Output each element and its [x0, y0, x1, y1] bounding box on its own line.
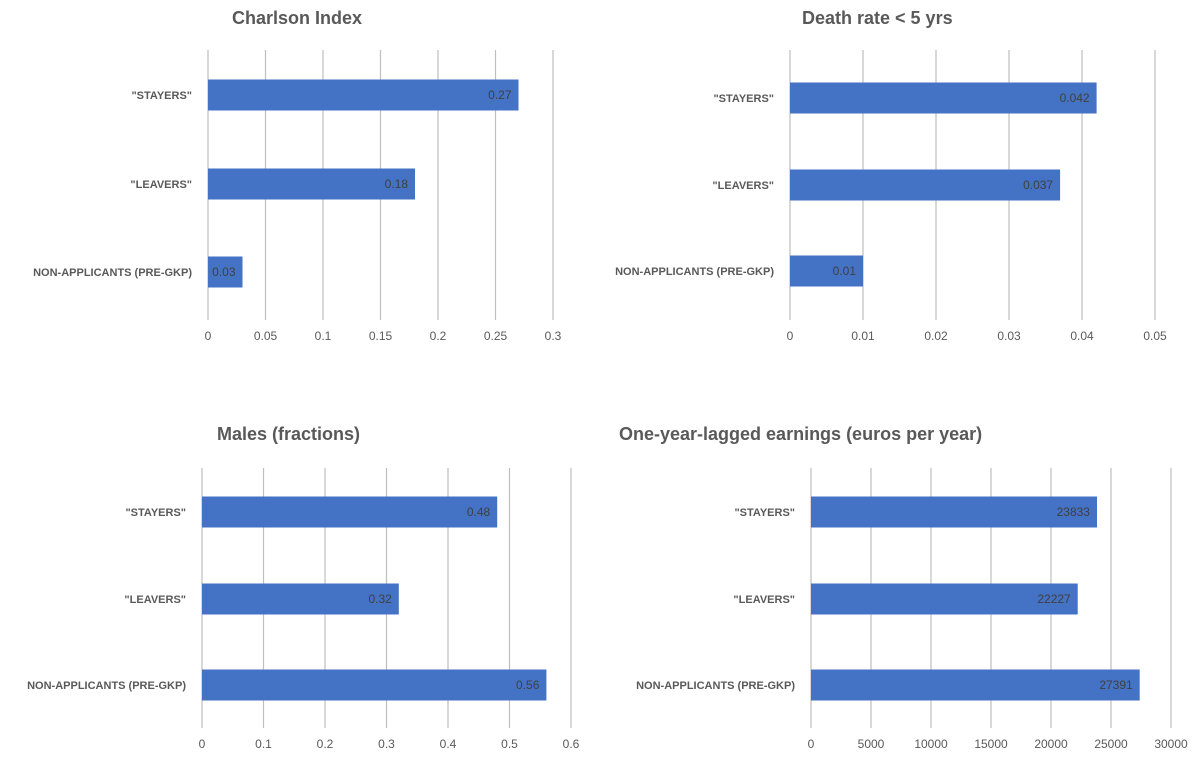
x-tick-label: 0.04	[1070, 329, 1094, 343]
chart-panel-death-rate: Death rate < 5 yrs 0 0.01 0.02 0.03 0.04 0.05…	[595, 0, 1195, 380]
bar	[811, 669, 1140, 701]
data-label: 27391	[1099, 678, 1133, 692]
x-tick-label: 15000	[974, 737, 1008, 751]
x-tick-label: 0.4	[440, 737, 457, 751]
x-tick-label: 0.1	[315, 329, 332, 343]
chart-panel-males: Males (fractions) 0 0.1 0.2 0.3 0.4 0.5 0.6 0.4…	[0, 380, 600, 760]
bar	[202, 496, 498, 528]
category-label: NON-APPLICANTS (PRE-GKP)	[27, 680, 186, 692]
bar	[208, 79, 519, 111]
x-tick-label: 10000	[914, 737, 948, 751]
x-tick-label: 0.2	[430, 329, 447, 343]
chart-panel-earnings: One-year-lagged earnings (euros per year…	[595, 380, 1195, 760]
category-label: NON-APPLICANTS (PRE-GKP)	[636, 680, 795, 692]
chart-panel-charlson: Charlson Index 0 0.05 0.1 0.15 0.2 0.25 0.3 0.2…	[0, 0, 600, 380]
x-tick-label: 0	[199, 737, 206, 751]
x-tick-label: 0.25	[484, 329, 508, 343]
bar	[790, 255, 863, 287]
data-label: 0.037	[1023, 178, 1053, 192]
x-tick-label: 0	[787, 329, 794, 343]
bar	[202, 583, 399, 615]
bar	[208, 256, 243, 288]
category-label: "STAYERS"	[125, 507, 186, 519]
x-tick-label: 0.15	[369, 329, 393, 343]
chart-plot: 0 0.05 0.1 0.15 0.2 0.25 0.3 0.27 "STAYERS" 0.18 "…	[33, 50, 562, 343]
category-label: "LEAVERS"	[124, 594, 186, 606]
x-tick-label: 0.05	[254, 329, 278, 343]
category-label: "STAYERS"	[734, 507, 795, 519]
data-label: 0.18	[385, 177, 409, 191]
data-label: 0.48	[467, 505, 491, 519]
x-tick-label: 0.5	[501, 737, 518, 751]
x-tick-label: 25000	[1094, 737, 1128, 751]
x-tick-label: 20000	[1034, 737, 1068, 751]
x-tick-label: 0	[205, 329, 212, 343]
chart-plot: 0 0.01 0.02 0.03 0.04 0.05 0.042 "STAYERS" 0.037…	[615, 50, 1167, 343]
bar	[202, 669, 547, 701]
x-tick-label: 0.3	[545, 329, 562, 343]
chart-title: Charlson Index	[232, 8, 363, 28]
x-tick-label: 0.6	[563, 737, 580, 751]
data-label: 0.03	[212, 265, 236, 279]
category-label: "LEAVERS"	[130, 179, 192, 191]
bar	[811, 496, 1097, 528]
x-tick-label: 0.03	[997, 329, 1021, 343]
data-label: 0.27	[488, 88, 512, 102]
data-label: 0.56	[516, 678, 540, 692]
x-tick-label: 0.3	[378, 737, 395, 751]
category-label: "STAYERS"	[713, 93, 774, 105]
data-label: 0.32	[368, 592, 392, 606]
bar	[811, 583, 1078, 615]
category-label: "STAYERS"	[131, 90, 192, 102]
data-label: 22227	[1037, 592, 1071, 606]
data-label: 23833	[1057, 505, 1091, 519]
chart-title: Death rate < 5 yrs	[802, 8, 953, 28]
category-label: NON-APPLICANTS (PRE-GKP)	[615, 266, 774, 278]
data-label: 0.01	[833, 264, 857, 278]
chart-plot: 0 5000 10000 15000 20000 25000 30000 23833 "STAY…	[636, 468, 1188, 751]
x-tick-label: 0.02	[924, 329, 948, 343]
data-label: 0.042	[1060, 91, 1090, 105]
bar	[790, 82, 1097, 114]
chart-title: Males (fractions)	[217, 424, 361, 444]
chart-title: One-year-lagged earnings (euros per year…	[619, 424, 983, 444]
category-label: NON-APPLICANTS (PRE-GKP)	[33, 267, 192, 279]
chart-plot: 0 0.1 0.2 0.3 0.4 0.5 0.6 0.48 "STAYERS" 0.32 "LEA…	[27, 468, 580, 751]
x-tick-label: 0.1	[255, 737, 272, 751]
category-label: "LEAVERS"	[712, 180, 774, 192]
bar	[208, 168, 415, 200]
x-tick-label: 0.05	[1143, 329, 1167, 343]
x-tick-label: 0.01	[851, 329, 875, 343]
x-tick-label: 30000	[1154, 737, 1188, 751]
x-tick-label: 0	[808, 737, 815, 751]
x-tick-label: 0.2	[317, 737, 334, 751]
bar	[790, 169, 1061, 201]
category-label: "LEAVERS"	[733, 594, 795, 606]
x-tick-label: 5000	[858, 737, 885, 751]
